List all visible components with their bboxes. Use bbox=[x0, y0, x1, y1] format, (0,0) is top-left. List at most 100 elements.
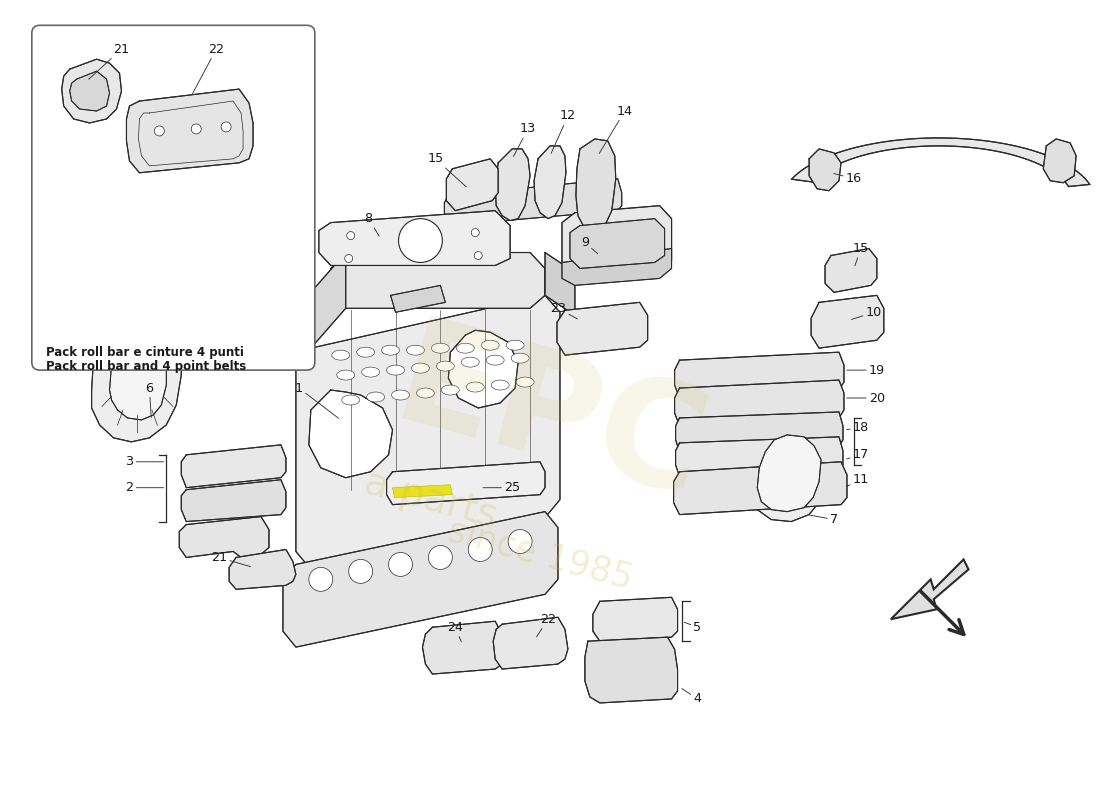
Text: a parts: a parts bbox=[360, 464, 502, 536]
Polygon shape bbox=[810, 149, 842, 190]
Circle shape bbox=[191, 124, 201, 134]
Ellipse shape bbox=[342, 395, 360, 405]
Polygon shape bbox=[447, 159, 498, 210]
Ellipse shape bbox=[437, 361, 454, 371]
Text: 21: 21 bbox=[211, 551, 251, 566]
Text: 15: 15 bbox=[852, 242, 869, 266]
Polygon shape bbox=[319, 210, 510, 266]
Polygon shape bbox=[69, 71, 110, 111]
Text: 20: 20 bbox=[847, 391, 884, 405]
Polygon shape bbox=[386, 462, 544, 505]
Circle shape bbox=[474, 251, 482, 259]
Ellipse shape bbox=[356, 347, 375, 357]
Polygon shape bbox=[757, 435, 821, 512]
Polygon shape bbox=[675, 412, 843, 452]
Polygon shape bbox=[393, 485, 452, 498]
Polygon shape bbox=[825, 249, 877, 292]
Circle shape bbox=[346, 231, 354, 239]
Polygon shape bbox=[390, 286, 446, 312]
Polygon shape bbox=[283, 512, 558, 647]
Polygon shape bbox=[309, 390, 393, 478]
Polygon shape bbox=[673, 462, 847, 514]
Text: 1: 1 bbox=[295, 382, 339, 418]
Polygon shape bbox=[493, 618, 568, 669]
Text: 25: 25 bbox=[483, 481, 520, 494]
Polygon shape bbox=[126, 89, 253, 173]
Polygon shape bbox=[444, 178, 622, 226]
Circle shape bbox=[154, 126, 164, 136]
Polygon shape bbox=[449, 330, 518, 408]
Text: 2: 2 bbox=[125, 481, 164, 494]
Polygon shape bbox=[495, 149, 530, 221]
Ellipse shape bbox=[332, 350, 350, 360]
Polygon shape bbox=[675, 437, 843, 477]
Polygon shape bbox=[891, 559, 968, 619]
Text: 21: 21 bbox=[89, 42, 130, 79]
Text: 22: 22 bbox=[192, 42, 224, 94]
Ellipse shape bbox=[506, 340, 524, 350]
Polygon shape bbox=[91, 306, 182, 442]
Text: 3: 3 bbox=[125, 455, 164, 468]
Circle shape bbox=[428, 546, 452, 570]
FancyBboxPatch shape bbox=[32, 26, 315, 370]
Text: 19: 19 bbox=[847, 364, 884, 377]
Ellipse shape bbox=[362, 367, 380, 377]
Text: 23: 23 bbox=[550, 302, 578, 319]
Polygon shape bbox=[179, 517, 270, 558]
Text: 13: 13 bbox=[514, 122, 536, 156]
Polygon shape bbox=[792, 138, 1090, 186]
Text: 24: 24 bbox=[448, 621, 463, 642]
Polygon shape bbox=[576, 139, 616, 230]
Polygon shape bbox=[229, 550, 296, 590]
Text: 17: 17 bbox=[847, 448, 869, 462]
Ellipse shape bbox=[461, 357, 480, 367]
Ellipse shape bbox=[407, 345, 425, 355]
Ellipse shape bbox=[382, 345, 399, 355]
Ellipse shape bbox=[492, 380, 509, 390]
Polygon shape bbox=[535, 146, 565, 218]
Polygon shape bbox=[557, 302, 648, 355]
Polygon shape bbox=[674, 380, 844, 426]
Ellipse shape bbox=[486, 355, 504, 365]
Polygon shape bbox=[182, 480, 286, 522]
Ellipse shape bbox=[386, 365, 405, 375]
Text: 6: 6 bbox=[145, 382, 153, 417]
Circle shape bbox=[221, 122, 231, 132]
Polygon shape bbox=[422, 622, 505, 674]
Ellipse shape bbox=[417, 388, 434, 398]
Text: Pack roll bar and 4 point belts: Pack roll bar and 4 point belts bbox=[46, 360, 246, 373]
Ellipse shape bbox=[466, 382, 484, 392]
Ellipse shape bbox=[512, 353, 529, 363]
Text: 14: 14 bbox=[600, 105, 632, 154]
Circle shape bbox=[508, 530, 532, 554]
Ellipse shape bbox=[392, 390, 409, 400]
Text: 11: 11 bbox=[847, 474, 869, 486]
Text: 12: 12 bbox=[551, 110, 576, 154]
Text: 22: 22 bbox=[537, 613, 556, 637]
Ellipse shape bbox=[411, 363, 429, 373]
Circle shape bbox=[469, 538, 492, 562]
Circle shape bbox=[388, 553, 412, 576]
Polygon shape bbox=[562, 206, 672, 275]
Circle shape bbox=[344, 254, 353, 262]
Text: 8: 8 bbox=[364, 212, 380, 236]
Ellipse shape bbox=[366, 392, 385, 402]
Polygon shape bbox=[811, 295, 883, 348]
Polygon shape bbox=[562, 249, 672, 286]
Polygon shape bbox=[585, 637, 678, 703]
Polygon shape bbox=[182, 445, 286, 488]
Text: 9: 9 bbox=[581, 236, 597, 254]
Polygon shape bbox=[674, 352, 844, 398]
Polygon shape bbox=[110, 330, 166, 420]
Text: 15: 15 bbox=[427, 152, 466, 187]
Ellipse shape bbox=[456, 343, 474, 353]
Ellipse shape bbox=[431, 343, 450, 353]
Text: 4: 4 bbox=[682, 689, 702, 706]
Polygon shape bbox=[62, 59, 121, 123]
Text: EPC: EPC bbox=[381, 311, 719, 529]
Ellipse shape bbox=[481, 340, 499, 350]
Circle shape bbox=[309, 567, 333, 591]
Circle shape bbox=[398, 218, 442, 262]
Polygon shape bbox=[745, 420, 827, 522]
Polygon shape bbox=[544, 253, 575, 315]
